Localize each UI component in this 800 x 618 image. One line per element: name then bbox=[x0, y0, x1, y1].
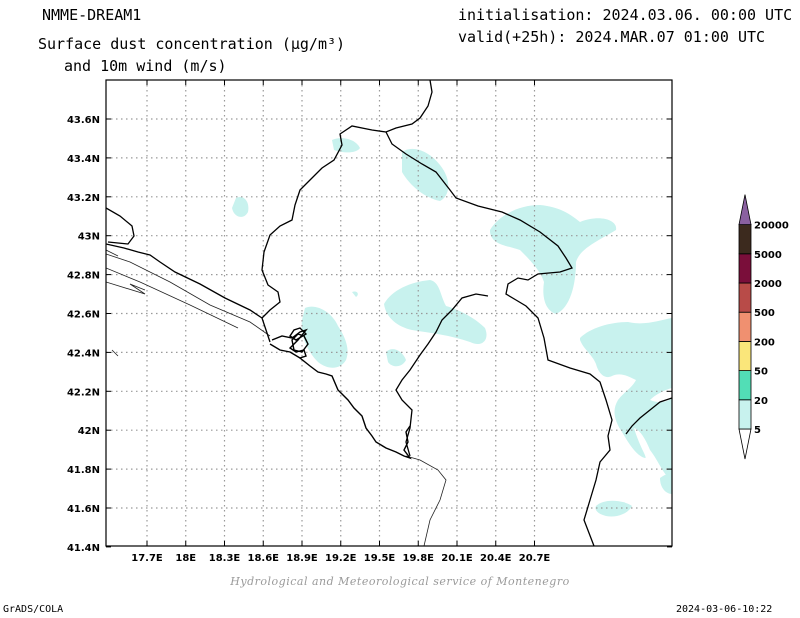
lon-tick-label: 18.3E bbox=[209, 553, 241, 564]
lat-tick-label: 42.8N bbox=[67, 271, 100, 282]
lon-tick-label: 20.1E bbox=[441, 553, 473, 564]
colorbar-legend: 5 20 50 200 500 2000 5000 20000 bbox=[738, 194, 789, 460]
lon-tick-label: 19.2E bbox=[325, 553, 357, 564]
lat-tick-label: 43.2N bbox=[67, 193, 100, 204]
lat-tick-label: 43.6N bbox=[67, 115, 100, 126]
colorbar-level-label: 5000 bbox=[754, 250, 782, 261]
lat-tick-label: 43.4N bbox=[67, 154, 100, 165]
lon-tick-label: 17.7E bbox=[131, 553, 163, 564]
lat-tick-label: 42.6N bbox=[67, 310, 100, 321]
lon-tick-label: 18E bbox=[175, 553, 196, 564]
colorbar-level-label: 500 bbox=[754, 308, 775, 319]
footer-left: GrADS/COLA bbox=[3, 604, 64, 615]
colorbar-segment bbox=[738, 224, 752, 255]
colorbar-level-label: 5 bbox=[754, 425, 761, 436]
footer-right: 2024-03-06-10:22 bbox=[676, 604, 773, 615]
model-name: NMME-DREAM1 bbox=[42, 6, 142, 24]
lat-tick-label: 42N bbox=[78, 426, 100, 437]
lon-tick-label: 18.9E bbox=[286, 553, 318, 564]
map-title: Surface dust concentration (µg/m³) bbox=[38, 35, 346, 53]
lat-tick-label: 41.8N bbox=[67, 465, 100, 476]
lat-tick-label: 42.2N bbox=[67, 387, 100, 398]
colorbar-level-label: 2000 bbox=[754, 279, 782, 290]
lon-tick-label: 20.7E bbox=[519, 553, 551, 564]
colorbar-level-label: 50 bbox=[754, 367, 768, 378]
colorbar-level-label: 20 bbox=[754, 396, 768, 407]
lat-tick-label: 41.4N bbox=[67, 543, 100, 554]
lat-tick-label: 43N bbox=[78, 232, 100, 243]
lon-tick-label: 19.5E bbox=[364, 553, 396, 564]
map-subtitle: and 10m wind (m/s) bbox=[64, 57, 227, 75]
colorbar-segment bbox=[738, 282, 752, 313]
credit-text: Hydrological and Meteorological service … bbox=[230, 575, 570, 588]
colorbar-top-arrow bbox=[738, 194, 752, 226]
lat-tick-label: 42.4N bbox=[67, 348, 100, 359]
colorbar-segment bbox=[738, 370, 752, 401]
colorbar-level-label: 20000 bbox=[754, 221, 789, 232]
lon-tick-label: 18.6E bbox=[247, 553, 279, 564]
init-time: initialisation: 2024.03.06. 00:00 UTC bbox=[458, 6, 793, 24]
valid-time: valid(+25h): 2024.MAR.07 01:00 UTC bbox=[458, 28, 766, 46]
colorbar-segment bbox=[738, 399, 752, 430]
colorbar-bottom-arrow bbox=[738, 428, 752, 460]
lon-tick-label: 19.8E bbox=[402, 553, 434, 564]
colorbar-segment bbox=[738, 340, 752, 371]
lat-tick-label: 41.6N bbox=[67, 504, 100, 515]
colorbar-segment bbox=[738, 311, 752, 342]
lon-tick-label: 20.4E bbox=[480, 553, 512, 564]
colorbar-level-label: 200 bbox=[754, 337, 775, 348]
colorbar-segment bbox=[738, 253, 752, 284]
